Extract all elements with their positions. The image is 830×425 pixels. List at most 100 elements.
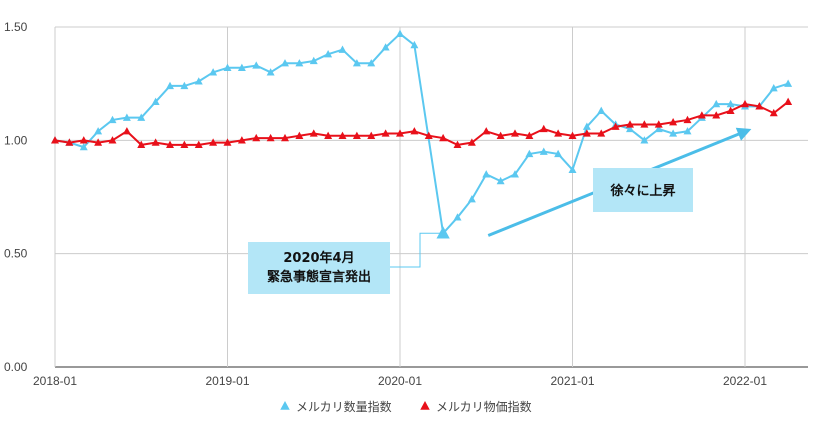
x-tick-label: 2020-01 bbox=[378, 374, 422, 388]
data-point bbox=[712, 111, 721, 119]
data-point bbox=[281, 133, 289, 142]
trend-callout-text: 徐々に上昇 bbox=[609, 183, 675, 199]
data-point bbox=[252, 61, 261, 69]
data-point bbox=[281, 59, 289, 67]
data-point bbox=[396, 129, 404, 137]
data-point bbox=[324, 50, 333, 58]
data-point bbox=[554, 149, 563, 158]
data-point bbox=[640, 120, 649, 128]
data-point bbox=[338, 131, 347, 139]
data-point bbox=[151, 138, 160, 146]
data-point bbox=[309, 56, 318, 65]
data-point bbox=[669, 129, 678, 137]
data-point bbox=[453, 213, 462, 221]
data-point bbox=[166, 81, 174, 90]
chart-grid bbox=[54, 26, 808, 368]
y-tick-label: 0.00 bbox=[4, 360, 28, 374]
data-point bbox=[539, 147, 548, 155]
x-tick-label: 2018-01 bbox=[33, 374, 77, 388]
series-line bbox=[54, 101, 789, 146]
callout-box bbox=[248, 242, 390, 294]
data-point bbox=[769, 108, 778, 117]
data-point bbox=[669, 118, 678, 126]
data-point bbox=[568, 131, 577, 139]
trend-callout-box bbox=[593, 168, 693, 212]
data-point bbox=[683, 127, 692, 135]
y-tick-label: 1.50 bbox=[4, 20, 28, 34]
data-point bbox=[640, 136, 649, 144]
data-point bbox=[568, 165, 577, 173]
data-point bbox=[324, 131, 333, 139]
data-point bbox=[582, 122, 591, 130]
data-point bbox=[266, 133, 275, 142]
x-tick-label: 2019-01 bbox=[205, 374, 249, 388]
data-point bbox=[453, 140, 462, 149]
callout-text: 緊急事態宣言発出 bbox=[267, 269, 371, 285]
data-point bbox=[626, 120, 634, 128]
data-point bbox=[554, 129, 563, 137]
y-tick-label: 1.00 bbox=[4, 133, 28, 147]
legend-marker bbox=[280, 401, 290, 410]
data-point bbox=[741, 99, 749, 108]
data-point bbox=[237, 136, 246, 144]
chart-series bbox=[51, 29, 793, 237]
data-point bbox=[396, 29, 404, 37]
data-point bbox=[108, 115, 117, 124]
data-point bbox=[597, 129, 606, 137]
data-point bbox=[683, 115, 692, 124]
data-point bbox=[381, 43, 390, 51]
legend-marker bbox=[420, 401, 430, 410]
data-point bbox=[467, 138, 476, 146]
data-point bbox=[352, 131, 361, 139]
data-point bbox=[194, 140, 203, 149]
callout-text: 2020年4月 bbox=[283, 250, 354, 266]
data-point bbox=[151, 97, 160, 105]
data-point bbox=[611, 122, 620, 130]
data-point bbox=[467, 195, 476, 203]
data-point bbox=[626, 124, 634, 133]
data-point bbox=[309, 129, 318, 137]
data-point bbox=[295, 131, 304, 139]
data-point bbox=[209, 138, 218, 146]
data-point bbox=[496, 176, 505, 185]
data-point bbox=[338, 45, 347, 53]
data-point bbox=[266, 68, 275, 76]
data-point bbox=[410, 40, 419, 49]
data-point bbox=[482, 170, 491, 178]
data-point bbox=[439, 133, 448, 142]
x-tick-label: 2022-01 bbox=[723, 374, 767, 388]
data-point bbox=[525, 149, 534, 158]
data-point bbox=[108, 136, 117, 144]
data-point bbox=[180, 81, 189, 90]
data-point bbox=[223, 63, 232, 71]
data-point bbox=[137, 140, 146, 149]
y-tick-label: 0.50 bbox=[4, 247, 28, 261]
data-point bbox=[51, 136, 59, 144]
chart-legend: メルカリ数量指数 メルカリ物価指数 bbox=[280, 399, 532, 414]
data-point bbox=[252, 133, 261, 142]
data-point bbox=[237, 63, 246, 71]
data-point bbox=[654, 124, 663, 133]
series-quantity bbox=[51, 29, 793, 237]
annotation-marker bbox=[436, 226, 450, 239]
data-point bbox=[194, 77, 203, 85]
legend-label: メルカリ数量指数 bbox=[296, 399, 392, 414]
data-point bbox=[525, 131, 534, 139]
data-point bbox=[784, 97, 793, 105]
data-point bbox=[94, 138, 103, 146]
data-point bbox=[79, 136, 88, 144]
data-point bbox=[511, 170, 519, 178]
data-point bbox=[539, 124, 548, 133]
annotation-leader bbox=[390, 232, 444, 268]
data-point bbox=[410, 127, 419, 135]
data-point bbox=[209, 68, 218, 76]
data-point bbox=[122, 113, 131, 121]
data-point bbox=[381, 129, 390, 137]
data-point bbox=[496, 131, 505, 139]
data-point bbox=[424, 131, 433, 139]
data-point bbox=[122, 127, 131, 135]
data-point bbox=[79, 142, 88, 151]
data-point bbox=[137, 113, 146, 121]
